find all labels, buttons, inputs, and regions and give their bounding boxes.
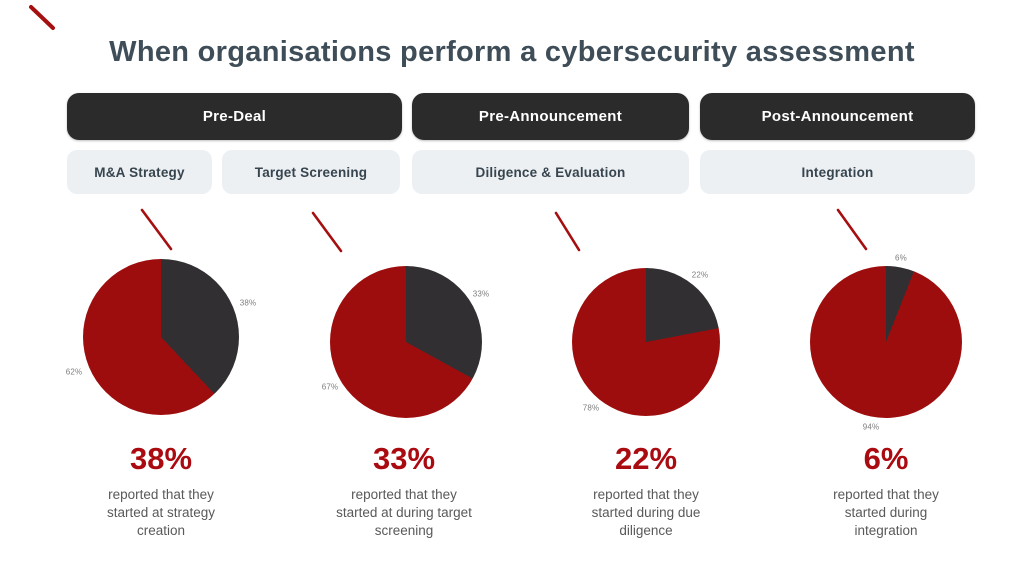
- slice-label-dark: 22%: [691, 270, 709, 280]
- slice-label-red: 78%: [582, 403, 600, 413]
- stat-description: reported that they started during integr…: [833, 487, 939, 538]
- stat-block-diligence: 22% reported that they started during du…: [531, 441, 761, 540]
- stage-pill-integration: Integration: [700, 150, 975, 194]
- leader-line-integration: [836, 208, 868, 251]
- stage-pill-label: Integration: [801, 164, 874, 180]
- pie-chart-diligence-evaluation: [572, 268, 720, 416]
- stat-block-ma-strategy: 38% reported that they started at strate…: [46, 441, 276, 540]
- slice-label-dark: 6%: [895, 253, 907, 263]
- pie-chart-ma-strategy: [83, 259, 239, 415]
- leader-line-target-screening: [311, 211, 343, 253]
- pie-chart-target-screening: [330, 266, 482, 418]
- stat-description: reported that they started during due di…: [591, 487, 701, 538]
- stat-block-integration: 6% reported that they started during int…: [771, 441, 1001, 540]
- stat-description: reported that they started at strategy c…: [106, 487, 216, 538]
- stage-pill-label: Diligence & Evaluation: [475, 164, 626, 180]
- phase-pill-post-announcement: Post-Announcement: [700, 93, 975, 140]
- slice-label-dark: 33%: [472, 289, 490, 299]
- stat-percent: 6%: [863, 441, 909, 476]
- stat-percent: 38%: [129, 441, 193, 476]
- stat-description: reported that they started at during tar…: [336, 487, 472, 538]
- slice-label-red: 94%: [862, 422, 880, 432]
- slice-label-dark: 38%: [239, 298, 257, 308]
- phase-pill-pre-deal: Pre-Deal: [67, 93, 402, 140]
- stage-pill-ma-strategy: M&A Strategy: [67, 150, 212, 194]
- slice-label-red: 62%: [65, 367, 83, 377]
- leader-line-ma-strategy: [140, 208, 173, 251]
- stage-pill-diligence-evaluation: Diligence & Evaluation: [412, 150, 689, 194]
- leader-line-diligence: [554, 211, 581, 252]
- stat-block-target-screening: 33% reported that they started at during…: [289, 441, 519, 540]
- slice-label-red: 67%: [321, 382, 339, 392]
- page-title: When organisations perform a cybersecuri…: [109, 36, 915, 68]
- stage-pill-target-screening: Target Screening: [222, 150, 400, 194]
- phase-pill-label: Post-Announcement: [761, 108, 914, 125]
- stage-pill-label: M&A Strategy: [94, 164, 185, 180]
- stat-percent: 33%: [372, 441, 436, 476]
- stat-percent: 22%: [614, 441, 678, 476]
- corner-accent-mark: [29, 5, 55, 30]
- stage-pill-label: Target Screening: [254, 164, 368, 180]
- pie-chart-integration: [810, 266, 962, 418]
- phase-pill-label: Pre-Deal: [202, 108, 267, 125]
- phase-pill-pre-announcement: Pre-Announcement: [412, 93, 689, 140]
- phase-pill-label: Pre-Announcement: [478, 108, 623, 125]
